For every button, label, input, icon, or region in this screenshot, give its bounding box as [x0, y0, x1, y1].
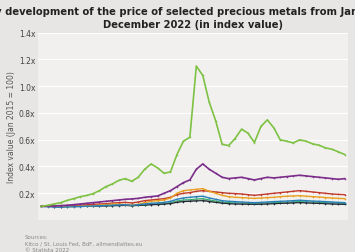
Y-axis label: Index value (Jan 2015 = 100): Index value (Jan 2015 = 100) — [7, 71, 16, 182]
Text: Sources:
Kitco / St. Louis Fed, BdF, allmendlattes.eu
© Statista 2022: Sources: Kitco / St. Louis Fed, BdF, all… — [25, 234, 142, 252]
Title: Monthly development of the price of selected precious metals from January 2019 t: Monthly development of the price of sele… — [0, 7, 355, 30]
